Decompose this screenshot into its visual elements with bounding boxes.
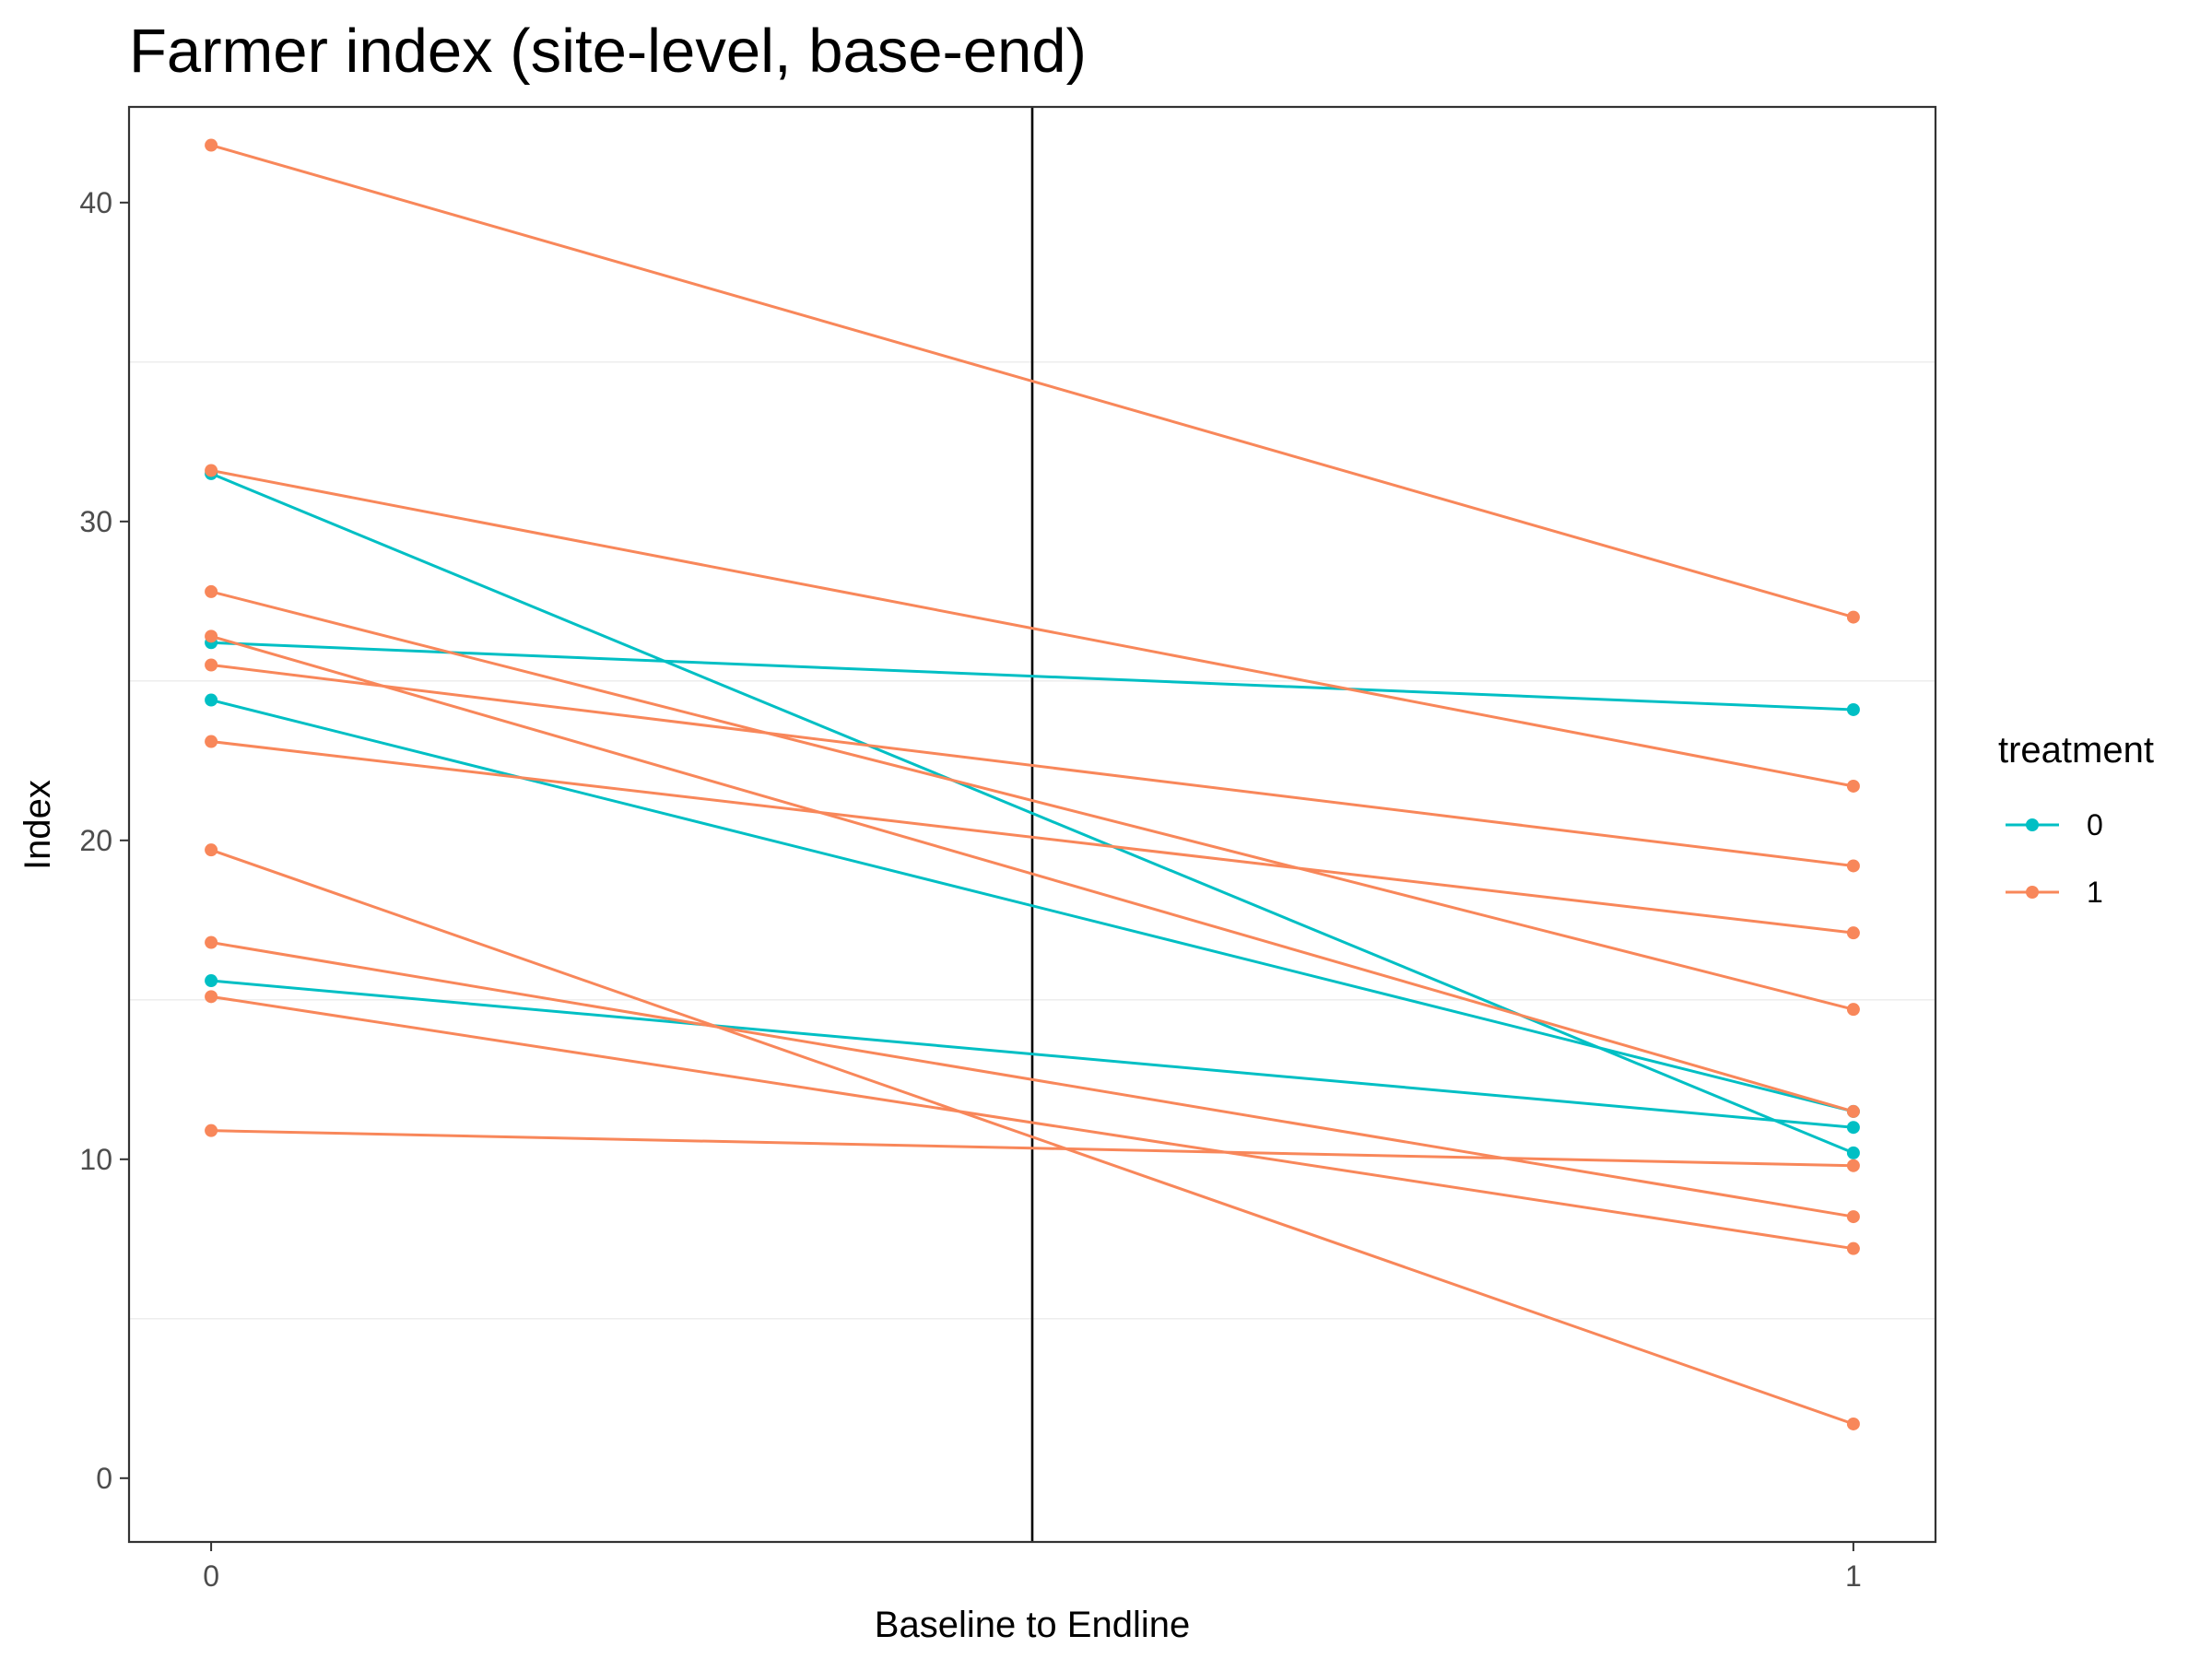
legend-key-point bbox=[2026, 818, 2039, 831]
series-line bbox=[210, 979, 1854, 1129]
data-point bbox=[1846, 1003, 1860, 1017]
series-line bbox=[210, 634, 1854, 1113]
plot-panel-border bbox=[127, 105, 1937, 1544]
data-point bbox=[205, 658, 218, 672]
data-point bbox=[1846, 1159, 1860, 1172]
data-point bbox=[205, 1124, 218, 1137]
data-point bbox=[1846, 702, 1860, 716]
legend-key-point bbox=[2026, 886, 2039, 899]
data-point bbox=[1846, 779, 1860, 793]
data-point bbox=[205, 693, 218, 707]
data-point bbox=[1846, 1210, 1860, 1224]
data-point bbox=[1846, 1417, 1860, 1430]
series-line bbox=[211, 1129, 1853, 1168]
data-point bbox=[205, 464, 218, 477]
data-point bbox=[1846, 610, 1860, 624]
y-tick-label: 40 bbox=[79, 186, 112, 219]
legend-title: treatment bbox=[1998, 730, 2154, 771]
chart-title: Farmer index (site-level, base-end) bbox=[129, 17, 1087, 86]
data-point bbox=[205, 935, 218, 949]
series-line bbox=[210, 590, 1854, 1011]
series-line bbox=[211, 641, 1853, 712]
y-axis-title: Index bbox=[18, 780, 58, 870]
series-points bbox=[205, 138, 1860, 1430]
data-point bbox=[205, 974, 218, 988]
data-point bbox=[205, 629, 218, 643]
legend-label: 0 bbox=[2087, 808, 2103, 841]
series-line bbox=[210, 468, 1854, 788]
data-point bbox=[205, 843, 218, 857]
data-point bbox=[1846, 1241, 1860, 1255]
data-point bbox=[1846, 1104, 1860, 1118]
x-tick-label: 0 bbox=[203, 1559, 219, 1593]
data-point bbox=[1846, 1146, 1860, 1159]
data-point bbox=[205, 990, 218, 1004]
x-axis-title: Baseline to Endline bbox=[875, 1605, 1190, 1645]
series-line bbox=[210, 740, 1854, 935]
series-line bbox=[210, 699, 1854, 1113]
y-tick-label: 10 bbox=[79, 1143, 112, 1176]
y-tick-label: 30 bbox=[79, 505, 112, 538]
series-lines bbox=[210, 144, 1854, 1426]
data-point bbox=[205, 735, 218, 748]
legend: treatment 0 1 bbox=[1998, 730, 2154, 909]
y-tick-label: 20 bbox=[79, 824, 112, 857]
series-line bbox=[210, 144, 1854, 619]
y-tick-label: 0 bbox=[96, 1462, 112, 1495]
series-line bbox=[210, 472, 1854, 1155]
data-point bbox=[1846, 1121, 1860, 1135]
y-axis: 0 10 20 30 40 bbox=[79, 186, 129, 1495]
data-point bbox=[1846, 926, 1860, 940]
series-line bbox=[210, 941, 1854, 1218]
data-point bbox=[1846, 859, 1860, 873]
series-line bbox=[210, 664, 1854, 867]
data-point bbox=[205, 138, 218, 152]
legend-label: 1 bbox=[2087, 876, 2103, 909]
data-point bbox=[205, 584, 218, 598]
x-tick-label: 1 bbox=[1845, 1559, 1862, 1593]
series-line bbox=[210, 848, 1854, 1426]
series-line bbox=[210, 994, 1854, 1251]
